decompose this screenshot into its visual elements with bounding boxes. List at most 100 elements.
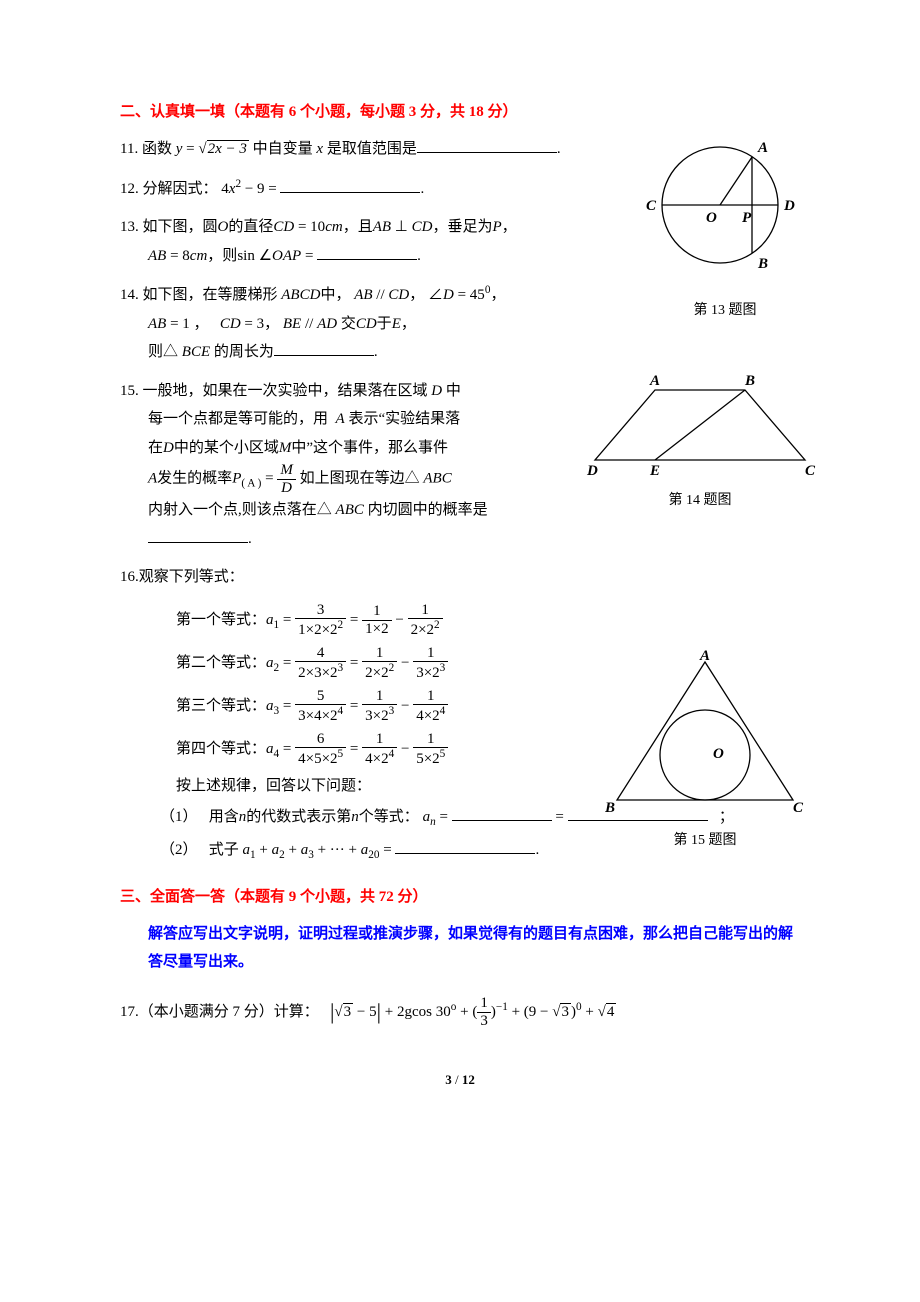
q13-o: O <box>218 219 229 235</box>
q16-s2-p1: + <box>256 842 272 858</box>
q15-fn: M <box>277 462 296 480</box>
q15-l2a: 每一个点都是等可能的，用 <box>148 411 328 427</box>
figure-15-wrap: A B C O 第 15 题图 <box>605 650 805 849</box>
q17-rad3: 3 <box>334 998 353 1027</box>
q11-number: 11. <box>120 141 138 157</box>
q17-pre: （本小题满分 7 分）计算： <box>139 1004 319 1020</box>
q17-rad4: 4 <box>598 998 617 1027</box>
fig15-b: B <box>605 800 615 816</box>
q11-sqrt: 2x − 3 <box>198 135 249 164</box>
q13-line2: AB = 8cm，则sin ∠OAP = . <box>148 242 600 271</box>
q15-l1a: 一般地，如果在一次实验中，结果落在区域 <box>143 383 428 399</box>
q14-eq3: = 3 <box>241 316 264 332</box>
q16-s1-num: （1） <box>160 809 198 825</box>
q16-s1-t3: 个等式： <box>359 809 419 825</box>
q15-l4b: 发生的概率 <box>157 470 232 486</box>
q14-mid2: 交 <box>341 316 356 332</box>
fig15-incircle <box>660 710 750 800</box>
problem-15: 15. 一般地，如果在一次实验中，结果落在区域 D 中 每一个点都是等可能的，用… <box>120 377 800 554</box>
q13-comma: ， <box>502 219 517 235</box>
q13-ab: AB <box>373 219 391 235</box>
fig15-c: C <box>793 800 804 816</box>
q16-s1-eq2: = <box>555 809 567 825</box>
q14-sep: ， <box>194 316 209 332</box>
q17-fn: 1 <box>477 995 491 1013</box>
q14-c1: ， <box>409 287 424 303</box>
q15-tri2: △ <box>317 502 332 518</box>
q15-l3a: 在 <box>148 440 163 456</box>
q16-intro: 观察下列等式： <box>139 569 244 585</box>
q12-expr-b: − 9 = <box>241 181 277 197</box>
problem-16: 16.观察下列等式： <box>120 563 800 592</box>
q14-mid1: 中， <box>320 287 350 303</box>
q11-text-3: 是取值范围是 <box>327 141 417 157</box>
q15-frac: MD <box>277 462 296 496</box>
q16-s1-n2: n <box>351 809 359 825</box>
q14-par2: // <box>301 316 317 332</box>
q15-d2: D <box>163 440 174 456</box>
q14-cd3: CD <box>356 316 377 332</box>
q15-d: D <box>431 383 442 399</box>
q14-ab: AB <box>354 287 372 303</box>
q17-fd: 3 <box>477 1013 491 1030</box>
q14-c2: ， <box>490 287 505 303</box>
q15-psub: ( A ) <box>241 477 261 489</box>
q15-l3: 在D中的某个小区域M中”这个事件，那么事件 <box>148 434 540 463</box>
q13-t1d: ，垂足为 <box>432 219 492 235</box>
q14-abcd: ABCD <box>281 287 320 303</box>
q11-text-1: 函数 <box>142 141 172 157</box>
problem-14: 14. 如下图，在等腰梯形 ABCD中， AB // CD， ∠D = 450，… <box>120 280 800 367</box>
q13-number: 13. <box>120 219 139 235</box>
q15-eq: = <box>261 470 277 486</box>
q17-30: 30 <box>436 1004 451 1020</box>
q15-m: M <box>279 440 292 456</box>
q13-cd: CD <box>273 219 294 235</box>
q14-eq2: = 1 <box>166 316 189 332</box>
q17-plus3: + <box>582 1004 598 1020</box>
q14-e: E <box>392 316 401 332</box>
q17-rad3b-val: 3 <box>560 1003 571 1020</box>
q16-s1-eq: = <box>436 809 452 825</box>
q13-oap: OAP <box>272 248 301 264</box>
q15-l5a: 内射入一个点,则该点落在 <box>148 502 317 518</box>
q15-l3c: 中”这个事件，那么事件 <box>291 440 448 456</box>
q13-cm1: cm <box>325 219 343 235</box>
q17-plus2: + (9 − <box>508 1004 552 1020</box>
q14-ang: ∠ <box>428 287 443 303</box>
q16-s2-s20: 20 <box>368 849 379 861</box>
q16-number: 16. <box>120 569 139 585</box>
q14-l1: 如下图，在等腰梯形 <box>143 287 278 303</box>
section-2-header: 二、认真填一填（本题有 6 个小题，每小题 3 分，共 18 分） <box>120 100 800 121</box>
q15-abc: ABC <box>423 470 451 486</box>
q16-s1-blank1 <box>452 805 552 821</box>
q12-text: 分解因式： <box>143 181 218 197</box>
q15-p: P <box>232 470 241 486</box>
q17-rad4-val: 4 <box>606 1003 617 1020</box>
q13-p: P <box>492 219 501 235</box>
fig14-c: C <box>805 463 816 479</box>
page-total: 12 <box>462 1072 475 1087</box>
q15-l5: 内射入一个点,则该点落在△ ABC 内切圆中的概率是. <box>148 496 540 553</box>
q17-plus: + ( <box>456 1004 477 1020</box>
q15-l2: 每一个点都是等可能的，用 A 表示“实验结果落 <box>148 405 540 434</box>
q14-bce: BCE <box>182 344 210 360</box>
q17-p2g: + 2g <box>381 1004 412 1020</box>
q15-l3b: 中的某个小区域 <box>174 440 279 456</box>
q16-tail-text: 按上述规律，回答以下问题： <box>176 778 371 794</box>
q13-perp: ⊥ <box>391 219 412 235</box>
q15-blank <box>148 527 248 543</box>
q14-eq1: = 45 <box>454 287 485 303</box>
q14-cd: CD <box>388 287 409 303</box>
q15-a: A <box>336 411 345 427</box>
q13-ang: ∠ <box>259 248 272 264</box>
q16-row-1: 第一个等式：a1 = 31×2×22 = 11×2 − 12×22 <box>176 602 800 639</box>
q14-line3: 则△ BCE 的周长为. <box>148 338 550 367</box>
q14-d: D <box>443 287 454 303</box>
q15-l4c: 如上图现在等边 <box>300 470 405 486</box>
q14-be: BE <box>283 316 301 332</box>
q14-blank <box>274 340 374 356</box>
q14-tri: △ <box>163 344 178 360</box>
figure-15-caption: 第 15 题图 <box>605 829 805 849</box>
q17-cos: cos <box>412 1004 432 1020</box>
problem-13: 13. 如下图，圆O的直径CD = 10cm，且AB ⊥ CD，垂足为P， AB… <box>120 213 800 270</box>
